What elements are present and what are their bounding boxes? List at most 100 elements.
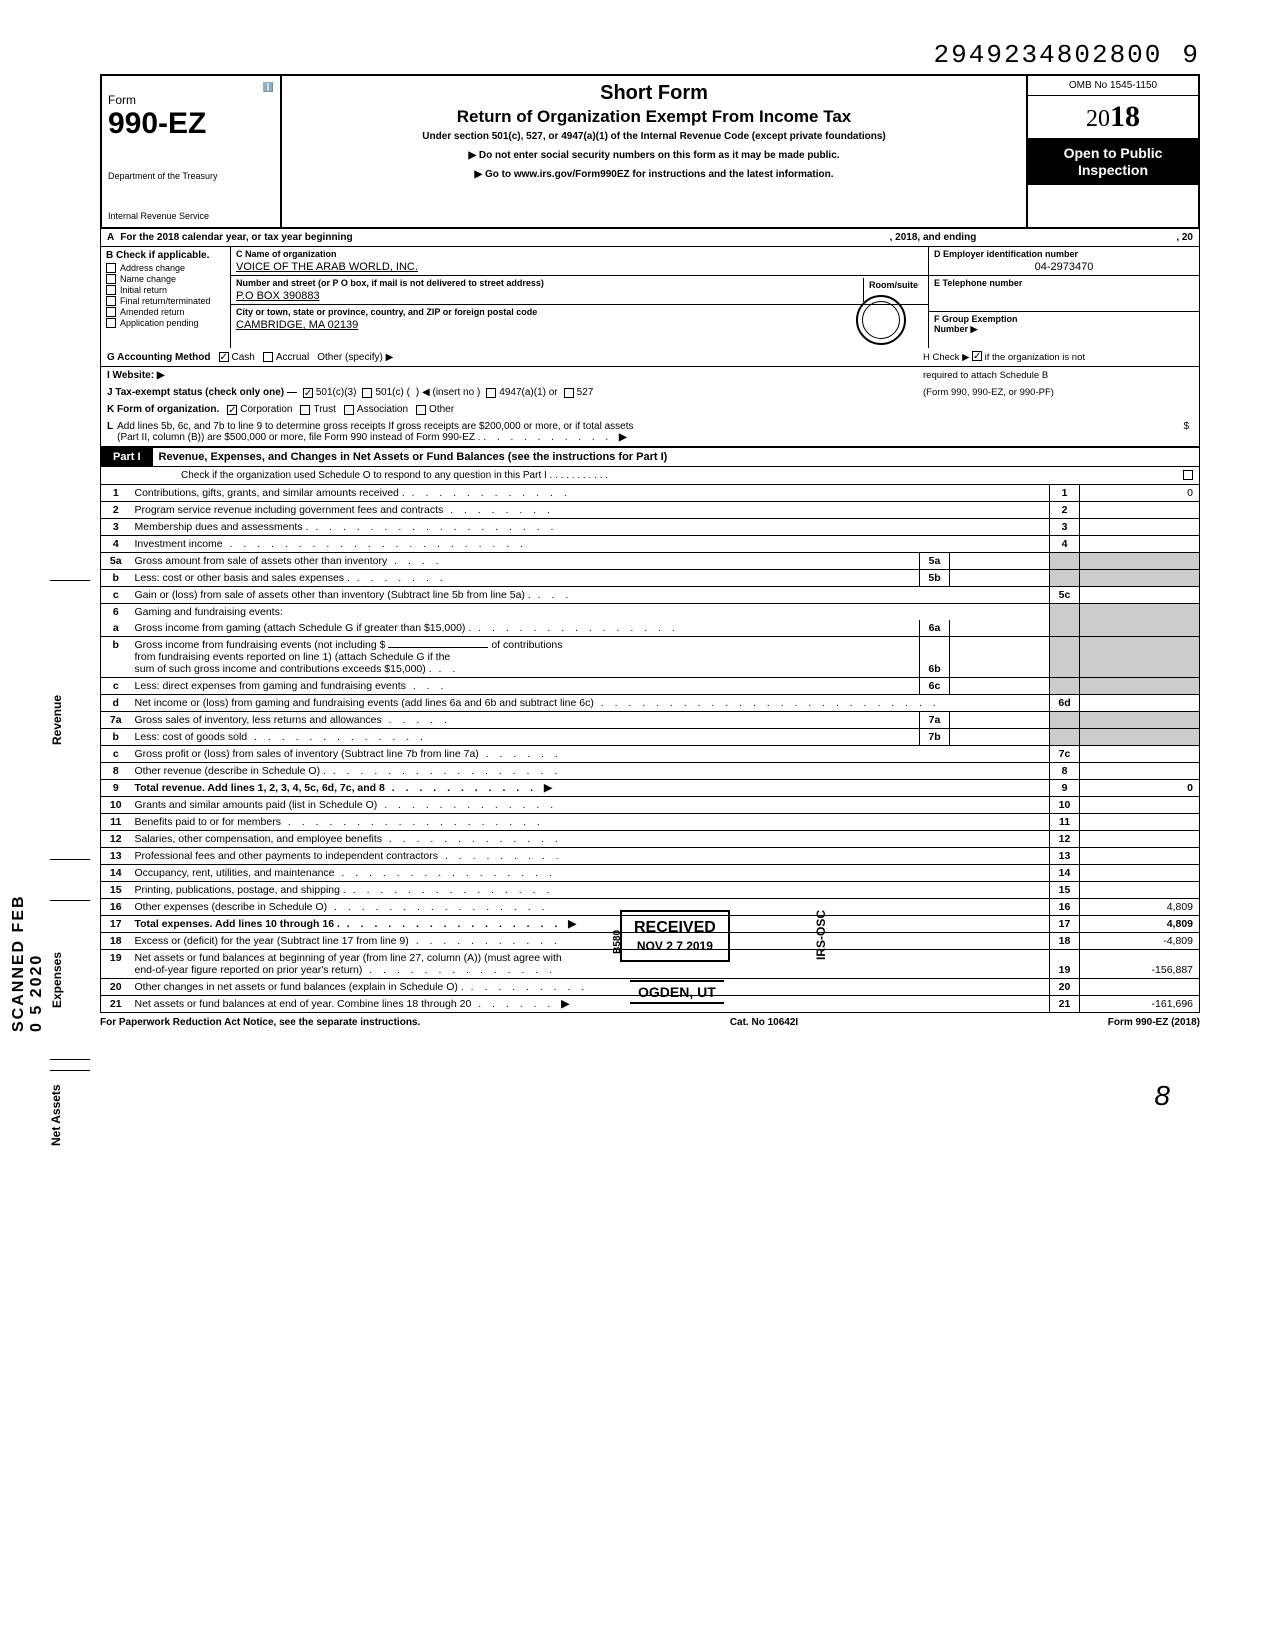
h-line3: (Form 990, 990-EZ, or 990-PF): [923, 387, 1193, 398]
line-7a-midamt: [950, 712, 1050, 729]
checkbox-schedule-o[interactable]: [1183, 470, 1193, 480]
line-6-desc: Gaming and fundraising events:: [135, 606, 283, 618]
line-18-no: 18: [101, 933, 131, 950]
line-13-box: 13: [1050, 848, 1080, 865]
checkbox-trust[interactable]: [300, 405, 310, 415]
label-final-return: Final return/terminated: [120, 296, 211, 306]
line-4-amt: [1080, 536, 1200, 553]
checkbox-amended-return[interactable]: [106, 307, 116, 317]
line-19-no: 19: [101, 950, 131, 979]
scanned-stamp: SCANNED FEB 0 5 2020: [10, 880, 46, 1032]
footer-form: Form 990-EZ (2018): [1108, 1017, 1200, 1028]
org-city: CAMBRIDGE, MA 02139: [236, 317, 923, 331]
line-7b-no: b: [101, 729, 131, 746]
checkbox-4947a1[interactable]: [486, 388, 496, 398]
form-header: ℹ️ Form 990-EZ Department of the Treasur…: [100, 74, 1200, 229]
label-city: City or town, state or province, country…: [236, 307, 923, 317]
checkbox-corporation[interactable]: [227, 405, 237, 415]
line-6a-midamt: [950, 620, 1050, 637]
ein-value: 04-2973470: [934, 259, 1194, 273]
line-16-desc: Other expenses (describe in Schedule O): [135, 901, 328, 913]
line-7a-desc: Gross sales of inventory, less returns a…: [135, 714, 382, 726]
line-13-desc: Professional fees and other payments to …: [135, 850, 439, 862]
h-check-label: H Check ▶: [923, 352, 969, 363]
label-street: Number and street (or P O box, if mail i…: [236, 278, 863, 288]
line-6c-box-shaded: [1050, 678, 1080, 695]
part-1-header-row: Part I Revenue, Expenses, and Changes in…: [100, 447, 1200, 467]
line-6b-desc1: Gross income from fundraising events (no…: [135, 639, 386, 651]
line-20-no: 20: [101, 979, 131, 996]
checkbox-accrual[interactable]: [263, 352, 273, 362]
checkbox-initial-return[interactable]: [106, 285, 116, 295]
line-7c-amt: [1080, 746, 1200, 763]
line-18-amt: -4,809: [1080, 933, 1200, 950]
form-label: Form: [108, 93, 136, 107]
line-6c-midamt: [950, 678, 1050, 695]
checkbox-application-pending[interactable]: [106, 318, 116, 328]
section-b-checkboxes: B Check if applicable. Address change Na…: [101, 247, 231, 348]
footer-paperwork: For Paperwork Reduction Act Notice, see …: [100, 1017, 420, 1028]
vert-label-netassets: Net Assets: [50, 1070, 90, 1160]
label-application-pending: Application pending: [120, 318, 199, 328]
line-6d-desc: Net income or (loss) from gaming and fun…: [135, 697, 594, 709]
line-2-box: 2: [1050, 502, 1080, 519]
part-1-subtitle: Check if the organization used Schedule …: [100, 467, 1200, 485]
checkbox-final-return[interactable]: [106, 296, 116, 306]
line-7b-mid: 7b: [920, 729, 950, 746]
line-16-no: 16: [101, 899, 131, 916]
line-4-box: 4: [1050, 536, 1080, 553]
section-a-tax-year: A For the 2018 calendar year, or tax yea…: [100, 229, 1200, 247]
line-5c-desc: Gain or (loss) from sale of assets other…: [135, 589, 531, 601]
line-2-desc: Program service revenue including govern…: [135, 504, 444, 516]
line-11-amt: [1080, 814, 1200, 831]
form-year-block: OMB No 1545-1150 2018 Open to Public Ins…: [1028, 76, 1198, 227]
line-6d-amt: [1080, 695, 1200, 712]
line-7b-amt-shaded: [1080, 729, 1200, 746]
checkbox-501c[interactable]: [362, 388, 372, 398]
label-amended-return: Amended return: [120, 307, 185, 317]
line-16-box: 16: [1050, 899, 1080, 916]
arrow-icon: ▶: [619, 432, 627, 443]
form-title: Return of Organization Exempt From Incom…: [292, 107, 1016, 127]
org-name: VOICE OF THE ARAB WORLD, INC.: [236, 259, 923, 273]
checkbox-527[interactable]: [564, 388, 574, 398]
line-17-box: 17: [1050, 916, 1080, 933]
line-12-box: 12: [1050, 831, 1080, 848]
checkbox-address-change[interactable]: [106, 263, 116, 273]
line-9-amt: 0: [1080, 780, 1200, 797]
row-j-tax-exempt: J Tax-exempt status (check only one) — 5…: [100, 384, 1200, 401]
line-5b-desc: Less: cost or other basis and sales expe…: [135, 572, 350, 584]
line-6c-no: c: [101, 678, 131, 695]
line-6b-mid: 6b: [920, 637, 950, 678]
checkbox-schedule-b-not-required[interactable]: [972, 351, 982, 361]
checkbox-501c3[interactable]: [303, 388, 313, 398]
telephone-value: [934, 288, 1194, 290]
vert-label-revenue: Revenue: [50, 580, 90, 860]
line-4-desc: Investment income: [135, 538, 223, 550]
checkbox-association[interactable]: [344, 405, 354, 415]
line-19-desc2: end-of-year figure reported on prior yea…: [135, 964, 363, 976]
page-footer: For Paperwork Reduction Act Notice, see …: [100, 1013, 1200, 1032]
label-tax-exempt: J Tax-exempt status (check only one) —: [107, 387, 297, 398]
checkbox-cash[interactable]: [219, 352, 229, 362]
tax-year: 2018: [1028, 96, 1198, 139]
line-19-desc1: Net assets or fund balances at beginning…: [135, 952, 562, 964]
line-7b-desc: Less: cost of goods sold: [135, 731, 248, 743]
line-14-desc: Occupancy, rent, utilities, and maintena…: [135, 867, 335, 879]
label-address-change: Address change: [120, 263, 185, 273]
line-17-no: 17: [101, 916, 131, 933]
omb-number: OMB No 1545-1150: [1028, 76, 1198, 96]
label-501c3: 501(c)(3): [316, 387, 357, 398]
irs-osc-stamp: IRS-OSC: [814, 910, 828, 960]
line-5b-midamt: [950, 570, 1050, 587]
line-7a-mid: 7a: [920, 712, 950, 729]
line-7b-box-shaded: [1050, 729, 1080, 746]
line-11-box: 11: [1050, 814, 1080, 831]
line-14-box: 14: [1050, 865, 1080, 882]
checkbox-other-org[interactable]: [416, 405, 426, 415]
dept-treasury: Department of the Treasury: [108, 171, 274, 181]
line-7b-midamt: [950, 729, 1050, 746]
label-l: L: [107, 421, 113, 443]
label-group-exemption: F Group Exemption: [934, 314, 1194, 324]
checkbox-name-change[interactable]: [106, 274, 116, 284]
